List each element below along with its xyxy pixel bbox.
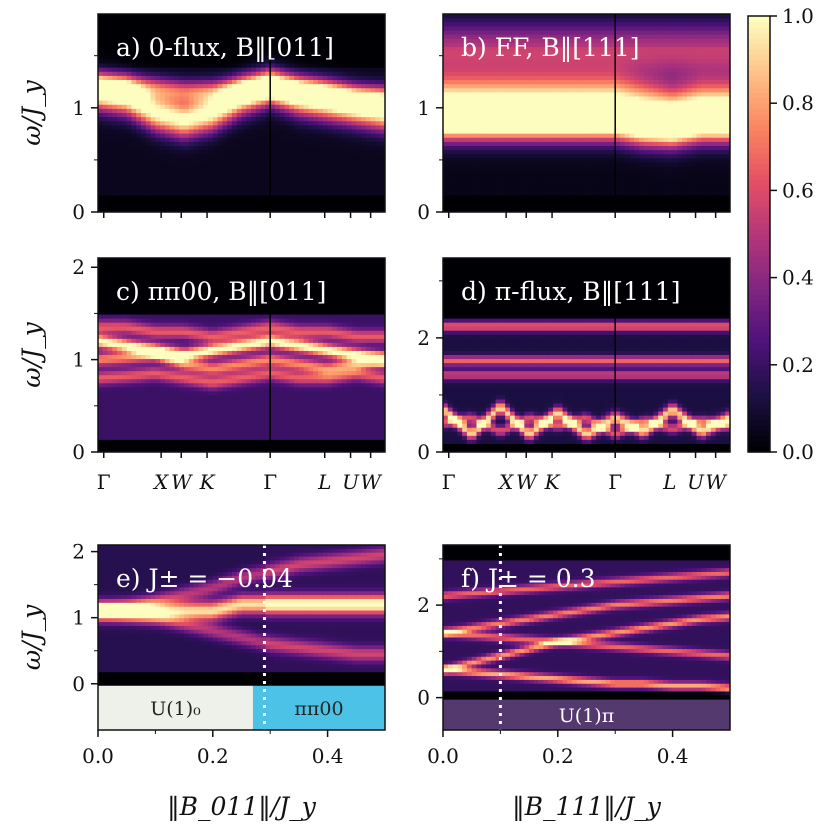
- panel-f: U(1)π 0.0 0.2 0.4 0 2 f) J± = 0.3 ‖B_111‖/J_y: [417, 544, 731, 822]
- panel-e: U(1)₀ ππ00 0.0 0.2 0.4 0 1 2 e) J± = −0.04 ω/J_y ‖…: [17, 540, 386, 822]
- y-tick-label: 1: [72, 96, 85, 120]
- path-tick-label: L: [317, 470, 331, 494]
- x-tick-label: 0.2: [542, 744, 574, 768]
- phase-bar-e-1: [252, 685, 385, 730]
- phase-bar-e-0: [98, 685, 253, 730]
- panel-title-b: b) FF, B‖[111]: [461, 33, 640, 63]
- y-tick-label: 0: [417, 686, 430, 710]
- colorbar: 0.0 0.2 0.4 0.6 0.8 1.0: [747, 4, 814, 464]
- path-tick-label: U: [687, 470, 705, 494]
- path-tick-label: W: [705, 470, 727, 494]
- panel-b: 0 1 b) FF, B‖[111]: [417, 13, 731, 224]
- panel-title-f: f) J± = 0.3: [461, 564, 596, 593]
- y-tick-label: 2: [417, 326, 430, 350]
- x-tick-label: 0.4: [657, 744, 689, 768]
- colorbar-tick-label: 0.6: [782, 178, 814, 202]
- y-tick-label: 0: [417, 440, 430, 464]
- phase-label: U(1)π: [559, 705, 614, 727]
- colorbar-tick-label: 0.2: [782, 353, 814, 377]
- phase-label: ππ00: [294, 698, 343, 720]
- y-axis-label: ω/J_y: [17, 321, 46, 387]
- colorbar-tick-label: 0.4: [782, 266, 814, 290]
- path-tick-label: Γ: [97, 470, 111, 494]
- heatmap-c: [98, 258, 385, 452]
- path-tick-label: Γ: [263, 470, 277, 494]
- x-tick-label: 0.2: [197, 744, 229, 768]
- colorbar-tick-label: 0.0: [782, 440, 814, 464]
- y-tick-label: 0: [417, 200, 430, 224]
- heatmap-a: [98, 14, 385, 212]
- x-tick-label: 0.0: [82, 744, 114, 768]
- path-tick-label: L: [662, 470, 676, 494]
- y-tick-label: 1: [72, 348, 85, 372]
- path-tick-label: K: [199, 470, 216, 494]
- path-tick-label: W: [360, 470, 382, 494]
- x-tick-label: 0.0: [427, 744, 459, 768]
- y-tick-label: 1: [72, 606, 85, 630]
- y-tick-label: 1: [417, 96, 430, 120]
- panel-title-a: a) 0-flux, B‖[011]: [116, 33, 334, 63]
- path-tick-label: U: [342, 470, 360, 494]
- y-tick-label: 2: [72, 255, 85, 279]
- plot-frame: [442, 13, 731, 213]
- phase-bar-f-0: [443, 699, 730, 730]
- path-tick-label: Γ: [442, 470, 456, 494]
- colorbar-tick-label: 0.8: [782, 91, 814, 115]
- x-tick-label: 0.4: [312, 744, 344, 768]
- y-tick-label: 0: [72, 440, 85, 464]
- y-axis-label: ω/J_y: [17, 604, 46, 670]
- panel-a: 0 1 a) 0-flux, B‖[011] ω/J_y: [17, 13, 386, 224]
- path-tick-label: W: [516, 470, 538, 494]
- plot-frame: [97, 257, 386, 453]
- y-tick-label: 0: [72, 200, 85, 224]
- plot-frame: [97, 13, 386, 213]
- colorbar-tick-label: 1.0: [782, 4, 814, 28]
- path-tick-label: Γ: [608, 470, 622, 494]
- panel-title-d: d) π-flux, B‖[111]: [461, 277, 680, 307]
- path-tick-label: X: [152, 470, 169, 494]
- path-tick-label: W: [171, 470, 193, 494]
- phase-label: U(1)₀: [150, 698, 201, 720]
- path-tick-label: K: [544, 470, 561, 494]
- panel-title-e: e) J± = −0.04: [116, 564, 293, 593]
- y-tick-label: 2: [417, 593, 430, 617]
- y-tick-label: 0: [72, 672, 85, 696]
- colorbar-frame: [747, 15, 771, 453]
- plot-frame: [442, 257, 731, 453]
- heatmap-f: [443, 545, 730, 730]
- panel-title-c: c) ππ00, B‖[011]: [116, 277, 326, 307]
- y-tick-label: 2: [72, 540, 85, 564]
- plot-frame: [97, 544, 386, 731]
- x-axis-label: ‖B_011‖/J_y: [167, 792, 317, 822]
- plot-frame: [442, 544, 731, 731]
- path-tick-label: X: [497, 470, 514, 494]
- y-axis-label: ω/J_y: [17, 79, 46, 145]
- heatmap-d: [443, 258, 730, 452]
- heatmap-b: [443, 14, 730, 212]
- x-axis-label: ‖B_111‖/J_y: [512, 792, 662, 822]
